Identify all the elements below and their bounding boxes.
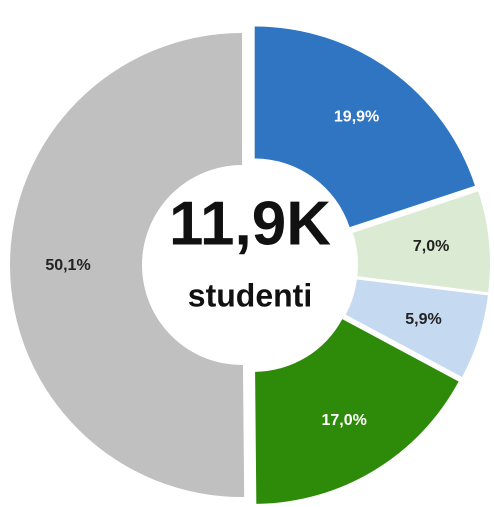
slice	[9, 33, 245, 498]
slice	[255, 319, 459, 504]
slice	[352, 191, 490, 293]
slice-label: 19,9%	[334, 109, 379, 126]
slice	[254, 26, 475, 228]
slice-label: 17,0%	[322, 412, 367, 429]
slice-label: 50,1%	[45, 257, 90, 274]
slices: 19,9% 7,0% 5,9% 17,0% 50,1%	[9, 26, 490, 504]
slice-label: 7,0%	[413, 238, 449, 255]
slice	[345, 279, 488, 378]
center-label: studenti	[188, 277, 312, 313]
center-value: 11,9K	[169, 189, 331, 258]
slice-label: 5,9%	[405, 311, 441, 328]
